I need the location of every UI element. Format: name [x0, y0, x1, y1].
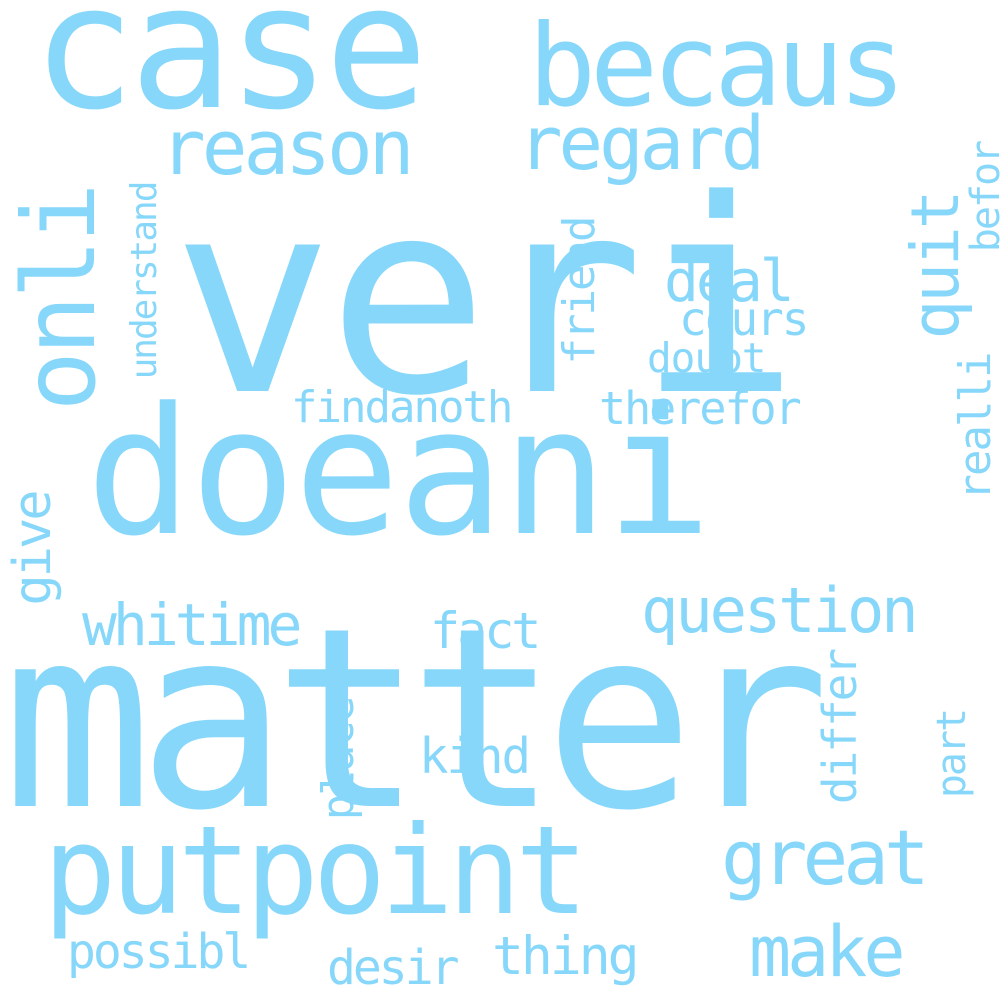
word-quit: quit — [897, 192, 974, 340]
word-question: question — [641, 574, 919, 647]
word-place: place — [313, 697, 364, 821]
word-befor: befor — [963, 141, 1000, 253]
word-findanoth: findanoth — [291, 382, 513, 433]
word-thing: thing — [492, 926, 640, 987]
word-differ: differ — [813, 649, 867, 805]
word-putpoint: putpoint — [43, 800, 589, 942]
word-possibl: possibl — [67, 924, 251, 980]
word-realli: realli — [950, 353, 1000, 501]
word-kind: kind — [419, 728, 531, 785]
word-doubt: doubt — [647, 334, 766, 382]
word-friend: friend — [554, 217, 605, 365]
word-fact: fact — [430, 602, 541, 660]
word-matter: matter — [2, 574, 830, 865]
word-veri: veri — [172, 143, 799, 455]
word-therefor: therefor — [599, 382, 802, 435]
word-regard: regard — [518, 101, 765, 187]
word-doeani: doeani — [86, 370, 712, 575]
word-understand: understand — [124, 182, 165, 380]
word-part: part — [929, 709, 975, 799]
word-great: great — [721, 813, 930, 902]
word-case: case — [32, 0, 428, 148]
word-give: give — [3, 492, 63, 606]
word-desir: desir — [327, 940, 459, 996]
word-whitime: whitime — [82, 591, 302, 659]
word-deal: deal — [664, 247, 795, 315]
word-reason: reason — [160, 103, 415, 192]
word-onli: onli — [1, 186, 118, 412]
word-cours: cours — [679, 292, 809, 346]
word-becaus: becaus — [528, 0, 906, 132]
word-make: make — [749, 911, 906, 993]
